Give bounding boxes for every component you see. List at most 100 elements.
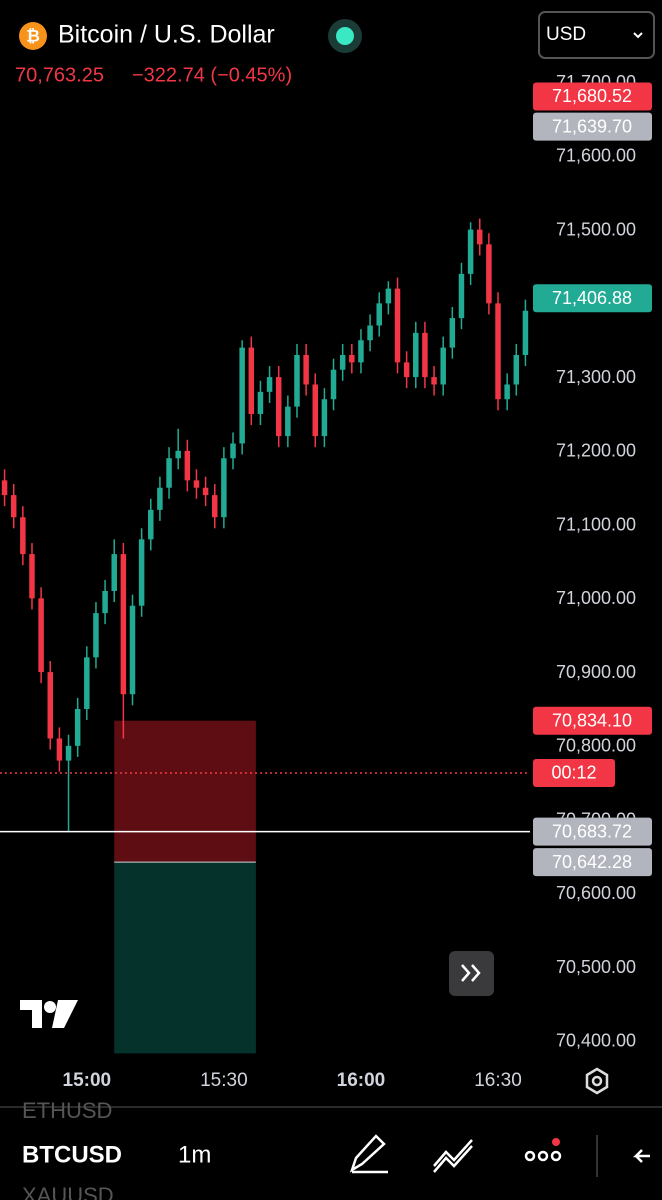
symbol-prev[interactable]: ETHUSD — [22, 1098, 112, 1123]
candle-body — [275, 377, 282, 437]
y-tick-label: 70,800.00 — [556, 736, 636, 756]
last-price: 70,763.25 — [15, 64, 104, 86]
market-status-dot — [336, 27, 354, 45]
y-tick-label: 71,000.00 — [556, 588, 636, 608]
candle-body — [467, 229, 474, 274]
countdown-label: 00:12 — [551, 763, 596, 783]
price-label-box — [533, 706, 652, 735]
currency-label: USD — [546, 24, 586, 45]
y-tick-label: 70,400.00 — [556, 1031, 636, 1051]
symbol-current[interactable]: BTCUSD — [22, 1141, 122, 1168]
candle-body — [230, 443, 236, 459]
candle-body — [120, 554, 127, 695]
y-tick-label: 71,200.00 — [556, 441, 636, 461]
candle-body — [74, 708, 81, 746]
candle-body — [65, 745, 72, 761]
candle-body — [202, 487, 209, 496]
y-tick-label: 71,500.00 — [556, 219, 636, 239]
candle-body — [367, 325, 373, 341]
symbol-title[interactable]: Bitcoin / U.S. Dollar — [58, 21, 275, 49]
price-label: 71,639.70 — [552, 116, 632, 136]
price-change: −322.74 (−0.45%) — [132, 64, 292, 86]
settings-icon-center — [591, 1075, 603, 1087]
candle-body — [522, 310, 529, 355]
candle-body — [248, 347, 255, 414]
candle-body — [266, 377, 273, 392]
candle-body — [29, 554, 35, 599]
candle-body — [376, 303, 382, 326]
price-label-box — [533, 284, 652, 313]
candle-body — [294, 354, 300, 407]
candle-body — [431, 377, 437, 385]
candle-body — [93, 613, 99, 658]
candle-body — [20, 517, 26, 555]
price-label-box — [533, 848, 652, 877]
interval[interactable]: 1m — [178, 1141, 211, 1168]
x-tick-label: 16:30 — [474, 1070, 522, 1091]
candle-body — [339, 354, 346, 370]
candle-body — [184, 450, 191, 481]
notification-dot — [552, 1138, 560, 1146]
bitcoin-icon — [19, 22, 47, 50]
countdown-box — [533, 758, 615, 787]
price-label-box — [533, 82, 652, 111]
y-tick-label: 71,100.00 — [556, 514, 636, 534]
more-menu[interactable] — [524, 1150, 562, 1162]
price-label-box — [533, 112, 652, 141]
position-target-zone — [114, 862, 256, 1054]
candle-body — [449, 318, 456, 348]
double-chevron — [461, 964, 481, 982]
candle-body — [47, 672, 53, 739]
x-tick-label: 15:30 — [200, 1070, 248, 1091]
currency-select[interactable] — [538, 11, 655, 59]
tradingview-logo — [20, 1000, 78, 1028]
candle-body — [221, 458, 227, 518]
price-label: 71,406.88 — [552, 288, 632, 308]
price-label: 70,683.72 — [552, 821, 632, 841]
settings-button[interactable] — [585, 1067, 609, 1095]
symbol-next[interactable]: XAUUSD — [22, 1183, 114, 1200]
y-tick-label: 70,600.00 — [556, 883, 636, 903]
candle-body — [358, 340, 364, 363]
candle-body — [102, 590, 108, 614]
price-label: 70,642.28 — [552, 852, 632, 872]
candle-body — [458, 273, 465, 319]
indicators[interactable] — [433, 1139, 473, 1173]
candle-body — [495, 303, 501, 400]
candle-body — [10, 495, 17, 518]
scroll-to-realtime[interactable] — [449, 951, 494, 996]
candle-body — [403, 362, 410, 378]
y-tick-label: 70,500.00 — [556, 957, 636, 977]
candle-body — [212, 495, 218, 518]
price-label: 70,834.10 — [552, 710, 632, 730]
x-tick-label: 15:00 — [63, 1070, 112, 1091]
candle-body — [486, 244, 492, 304]
candle-body — [129, 605, 136, 695]
candle-body — [285, 406, 291, 437]
candle-body — [166, 458, 172, 488]
back-button[interactable] — [632, 1149, 650, 1163]
candle-body — [513, 354, 520, 385]
candle-body — [138, 539, 145, 606]
y-tick-label: 71,300.00 — [556, 367, 636, 387]
candle-body — [303, 354, 309, 385]
price-label-box — [533, 817, 652, 846]
candle-body — [56, 738, 63, 761]
candle-body — [148, 509, 154, 540]
drawing-tool[interactable] — [349, 1134, 388, 1174]
candle-body — [440, 347, 446, 385]
candle-body — [175, 450, 181, 459]
candle-body — [239, 347, 245, 444]
candle-body — [394, 288, 401, 363]
y-tick-label: 71,600.00 — [556, 146, 636, 166]
candle-body — [38, 598, 44, 673]
candle-body — [504, 384, 510, 400]
candle-body — [349, 354, 355, 363]
candle-body — [330, 369, 337, 400]
candle-body — [257, 391, 264, 414]
candle-body — [312, 384, 318, 437]
position-stop-zone — [114, 720, 256, 863]
bitcoin-icon-glyph: ₿ — [26, 26, 40, 45]
